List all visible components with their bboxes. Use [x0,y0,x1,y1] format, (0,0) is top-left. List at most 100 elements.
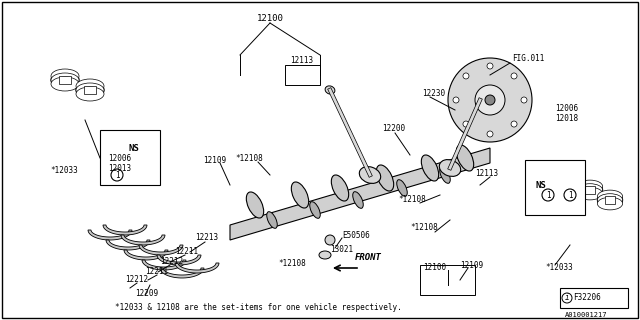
Text: 12212: 12212 [125,276,148,284]
Ellipse shape [376,165,394,191]
Polygon shape [103,225,147,235]
Ellipse shape [577,180,603,193]
Circle shape [111,169,123,181]
Text: 1: 1 [546,190,550,199]
Ellipse shape [76,79,104,93]
Ellipse shape [577,187,603,200]
Ellipse shape [310,202,320,218]
Text: *12108: *12108 [235,154,263,163]
Polygon shape [175,263,219,273]
Polygon shape [124,250,168,260]
Ellipse shape [456,145,474,171]
Text: 12113: 12113 [475,169,498,178]
Ellipse shape [76,83,104,97]
Ellipse shape [76,87,104,101]
Text: 12113: 12113 [290,55,313,65]
Text: 12212: 12212 [160,258,183,267]
Text: i: i [564,293,570,302]
Circle shape [521,97,527,103]
Text: E50506: E50506 [342,230,370,239]
Ellipse shape [325,86,335,94]
Circle shape [463,73,469,79]
Text: *12033 & 12108 are the set-items for one vehicle respectively.: *12033 & 12108 are the set-items for one… [115,303,402,313]
Text: *12108: *12108 [398,196,426,204]
Text: 13021: 13021 [330,245,353,254]
Bar [584,186,595,194]
Circle shape [562,293,572,303]
Ellipse shape [291,182,308,208]
Bar [285,65,320,85]
Bar [560,288,628,308]
Polygon shape [106,240,150,250]
Ellipse shape [577,184,603,196]
Ellipse shape [353,192,364,208]
Bar [59,76,71,84]
Text: 12230: 12230 [422,89,445,98]
Text: 12209: 12209 [135,289,158,298]
Ellipse shape [246,192,264,218]
Circle shape [448,58,532,142]
Text: NS: NS [535,180,546,189]
Circle shape [511,73,517,79]
Bar [605,196,616,204]
Circle shape [475,85,505,115]
Text: *12033: *12033 [50,165,77,174]
Text: 12200: 12200 [382,124,405,132]
Ellipse shape [397,180,407,196]
Ellipse shape [319,251,331,259]
Text: 12100: 12100 [423,263,446,273]
Circle shape [463,121,469,127]
Text: FRONT: FRONT [355,253,382,262]
Ellipse shape [51,70,79,90]
Ellipse shape [51,69,79,83]
Polygon shape [139,245,183,255]
Polygon shape [121,235,165,245]
Text: 12013: 12013 [108,164,131,172]
Text: FIG.011: FIG.011 [512,53,545,62]
Text: 12109: 12109 [460,260,483,269]
Circle shape [453,97,459,103]
Text: 12018: 12018 [555,114,578,123]
Text: 12006: 12006 [108,154,131,163]
Text: *12108: *12108 [410,223,438,233]
Circle shape [511,121,517,127]
Text: 12109: 12109 [203,156,226,164]
Bar [84,86,96,94]
Circle shape [487,131,493,137]
Text: 1: 1 [115,171,119,180]
Bar [420,265,475,295]
Circle shape [485,95,495,105]
Circle shape [564,189,576,201]
Text: 12211: 12211 [145,268,168,276]
Ellipse shape [51,77,79,91]
Ellipse shape [439,160,461,176]
Text: A010001217: A010001217 [565,312,607,318]
Ellipse shape [332,175,349,201]
Text: NS: NS [128,143,139,153]
Text: F32206: F32206 [573,293,601,302]
Bar [100,130,160,185]
Ellipse shape [597,194,623,206]
Ellipse shape [475,96,485,104]
Polygon shape [142,260,186,270]
Text: 12211: 12211 [175,247,198,257]
Ellipse shape [76,80,104,100]
Circle shape [542,189,554,201]
Polygon shape [88,230,132,240]
Ellipse shape [359,167,381,183]
Text: 12100: 12100 [257,13,284,22]
Ellipse shape [267,212,277,228]
Polygon shape [160,268,204,278]
Circle shape [325,235,335,245]
Polygon shape [230,148,490,240]
Ellipse shape [51,73,79,87]
Ellipse shape [597,191,623,209]
Ellipse shape [577,181,603,199]
Text: *12108: *12108 [278,259,306,268]
Polygon shape [157,255,201,265]
Ellipse shape [597,190,623,203]
Ellipse shape [597,197,623,210]
Bar [525,160,585,215]
Text: 1: 1 [568,190,572,199]
Text: *12033: *12033 [545,263,573,273]
